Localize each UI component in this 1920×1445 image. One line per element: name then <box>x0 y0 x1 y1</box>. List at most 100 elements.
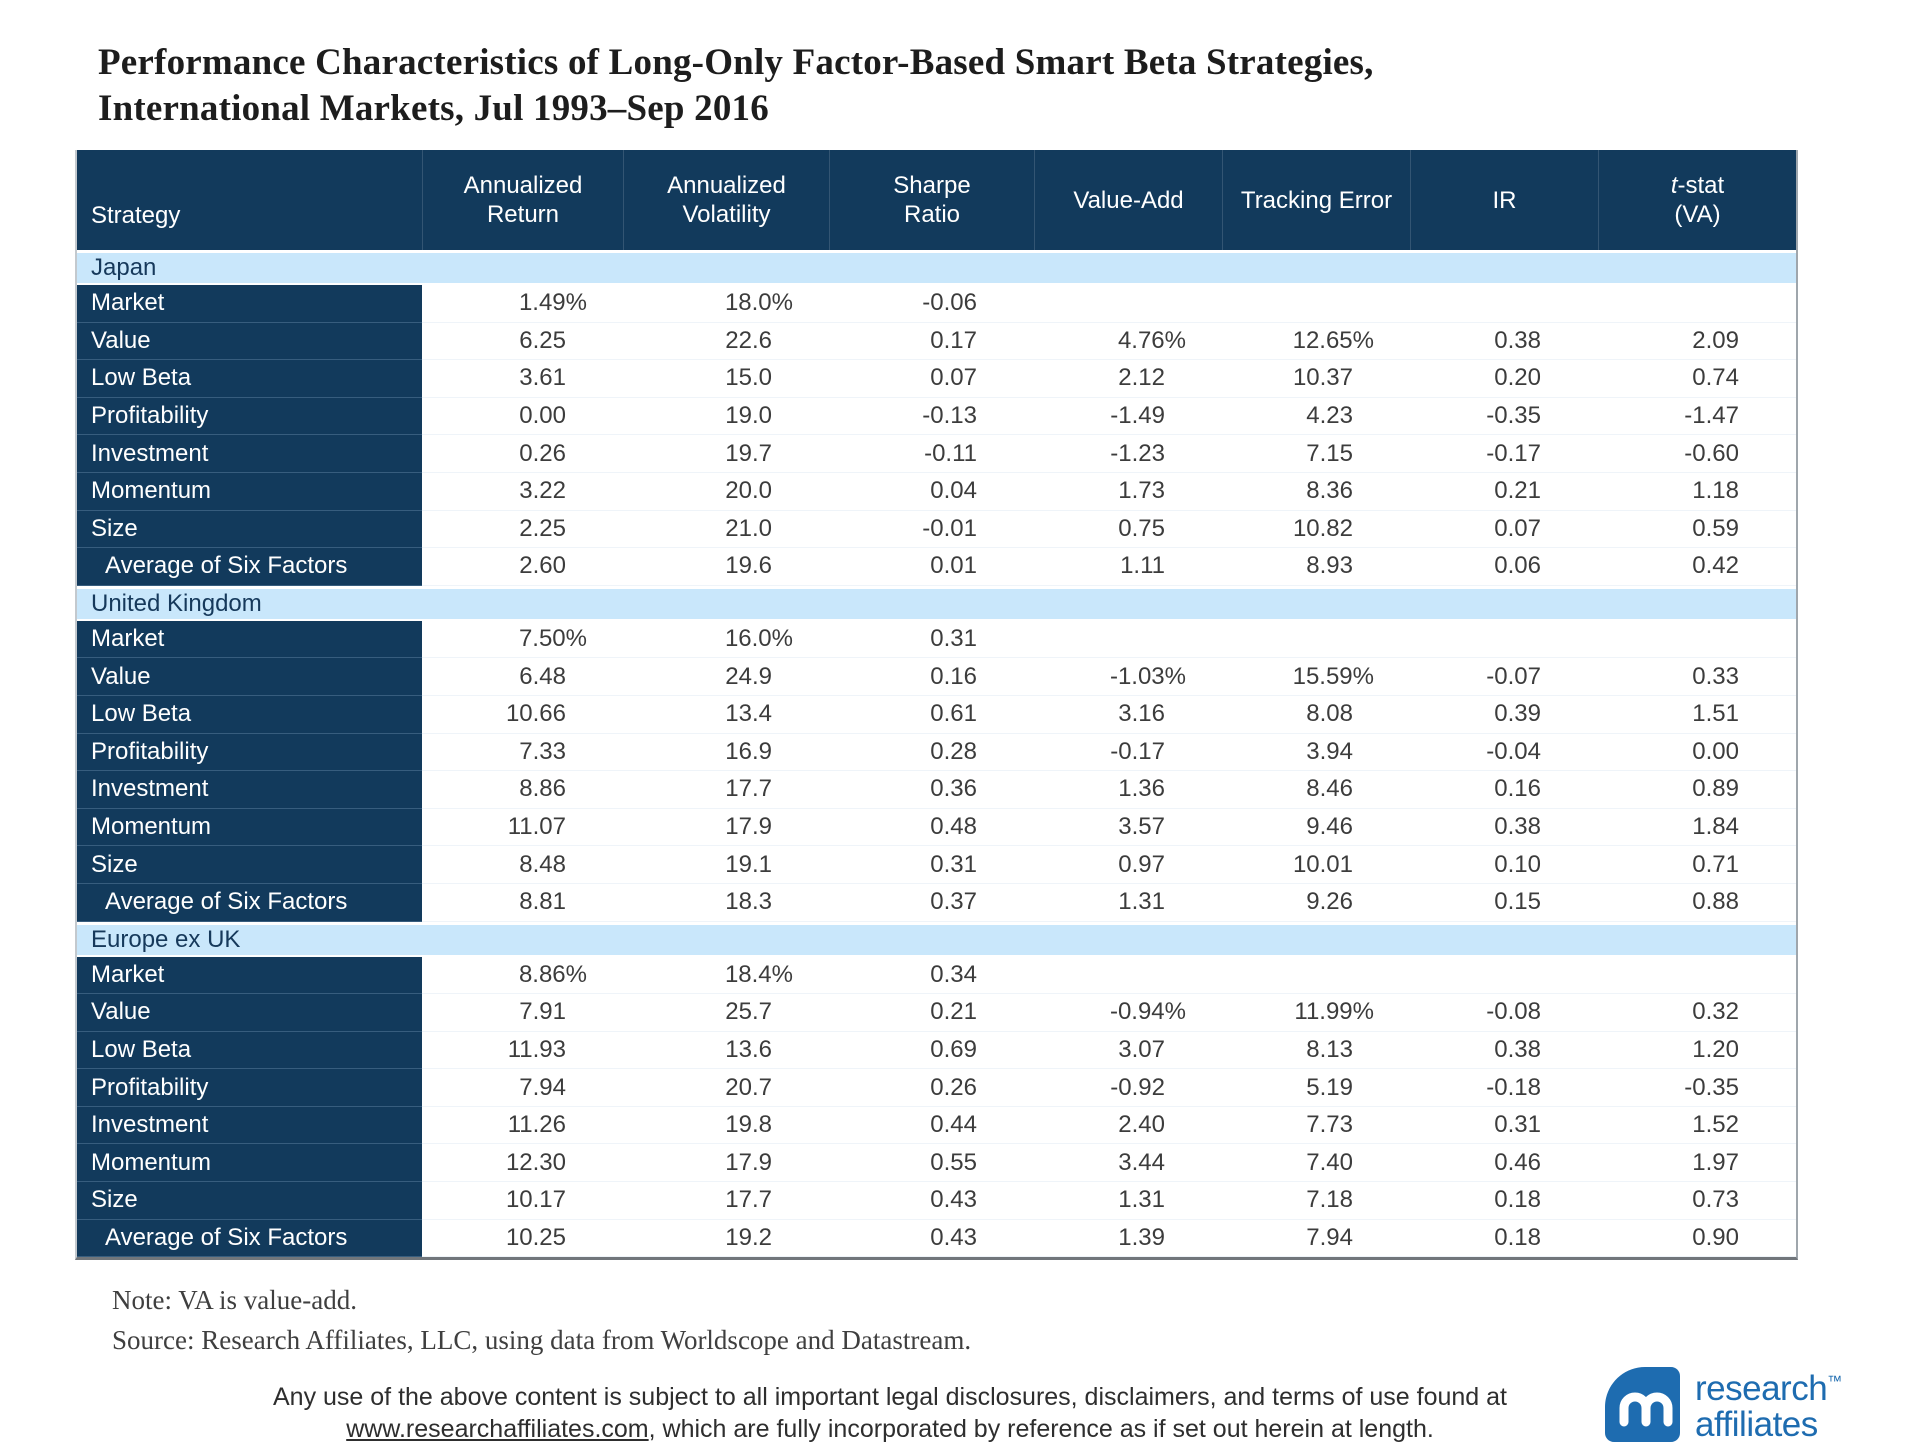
value-cell: -0.11 <box>829 435 1034 473</box>
value-cell: 3.61 <box>422 360 623 398</box>
value-cell: -0.17 <box>1410 435 1598 473</box>
value-cell: 0.00 <box>422 398 623 436</box>
value-cell: 0.04 <box>829 473 1034 511</box>
value-cell: 0.10 <box>1410 846 1598 884</box>
value-cell: -1.23 <box>1034 435 1222 473</box>
section-label: Japan <box>91 254 157 281</box>
value-cell: 0.97 <box>1034 846 1222 884</box>
value-cell: 2.60 <box>422 548 623 586</box>
value-cell: -0.04 <box>1410 734 1598 772</box>
value-cell: 0.90 <box>1598 1220 1796 1258</box>
value-cell <box>1034 285 1222 323</box>
value-cell: 0.00 <box>1598 734 1796 772</box>
value-cell: 7.91 <box>422 994 623 1032</box>
strategy-cell: Investment <box>77 1106 422 1145</box>
table-row-japan-low-beta: Low Beta 3.61 15.0 0.07 2.12 10.37 0.20 0.74 <box>77 360 1796 398</box>
strategy-cell: Size <box>77 846 422 884</box>
value-cell: 17.7 <box>623 1182 829 1220</box>
value-cell: 10.82 <box>1222 511 1410 549</box>
value-cell: 4.76% <box>1034 323 1222 361</box>
value-cell: 0.26 <box>829 1069 1034 1107</box>
value-cell: -0.94% <box>1034 994 1222 1032</box>
value-cell: 1.18 <box>1598 473 1796 511</box>
strategy-cell: Investment <box>77 771 422 809</box>
value-cell: 13.4 <box>623 696 829 734</box>
value-cell: 0.07 <box>829 360 1034 398</box>
value-cell: 0.16 <box>1410 771 1598 809</box>
value-cell: 20.0 <box>623 473 829 511</box>
table-row-japan-value: Value 6.25 22.6 0.17 4.76% 12.65% 0.38 2.09 <box>77 322 1796 361</box>
value-cell: 0.74 <box>1598 360 1796 398</box>
value-cell: -0.13 <box>829 398 1034 436</box>
table-row-japan-profitability: Profitability 0.00 19.0 -0.13 -1.49 4.23 -0.35… <box>77 397 1796 436</box>
value-cell: 15.0 <box>623 360 829 398</box>
table-row-europe-ex-uk-average-of-six-factors: Average of Six Factors 10.25 19.2 0.43 1.39 7… <box>77 1219 1796 1258</box>
value-cell: 0.32 <box>1598 994 1796 1032</box>
value-cell: 2.40 <box>1034 1107 1222 1145</box>
value-cell: 0.38 <box>1410 323 1598 361</box>
research-affiliates-logo: research™ affiliates <box>1605 1364 1842 1443</box>
value-cell: 7.73 <box>1222 1107 1410 1145</box>
value-cell <box>1222 957 1410 995</box>
value-cell: 8.13 <box>1222 1032 1410 1070</box>
strategy-cell: Momentum <box>77 472 422 511</box>
value-cell: 0.59 <box>1598 511 1796 549</box>
table-row-united-kingdom-market: Market 7.50% 16.0% 0.31 <box>77 620 1796 659</box>
value-cell: 17.9 <box>623 1144 829 1183</box>
value-cell: 19.2 <box>623 1220 829 1258</box>
value-cell: 0.20 <box>1410 360 1598 398</box>
table-row-japan-market: Market 1.49% 18.0% -0.06 <box>77 285 1796 323</box>
table-row-united-kingdom-investment: Investment 8.86 17.7 0.36 1.36 8.46 0.16 0.89 <box>77 771 1796 809</box>
value-cell: 0.31 <box>829 621 1034 659</box>
value-cell: -1.47 <box>1598 398 1796 436</box>
value-cell: 2.09 <box>1598 323 1796 361</box>
strategy-cell: Low Beta <box>77 1031 422 1070</box>
ra-monogram-icon <box>1605 1366 1680 1442</box>
strategy-cell: Profitability <box>77 1069 422 1107</box>
value-cell <box>1222 285 1410 323</box>
value-cell: 0.26 <box>422 435 623 473</box>
value-cell: 17.9 <box>623 809 829 847</box>
value-cell: 0.17 <box>829 323 1034 361</box>
value-cell: 7.33 <box>422 734 623 772</box>
value-cell: -0.92 <box>1034 1069 1222 1107</box>
value-cell: 20.7 <box>623 1069 829 1107</box>
value-cell: 7.15 <box>1222 435 1410 473</box>
table-row-europe-ex-uk-low-beta: Low Beta 11.93 13.6 0.69 3.07 8.13 0.38 1.20 <box>77 1031 1796 1070</box>
value-cell: 7.18 <box>1222 1182 1410 1220</box>
logo-word2: affiliates <box>1695 1405 1818 1444</box>
trademark-symbol: ™ <box>1827 1373 1842 1390</box>
value-cell: 19.7 <box>623 435 829 473</box>
value-cell <box>1598 621 1796 659</box>
table-row-japan-momentum: Momentum 3.22 20.0 0.04 1.73 8.36 0.21 1.18 <box>77 472 1796 511</box>
column-header-ir: IR <box>1410 150 1598 250</box>
value-cell: 7.94 <box>422 1069 623 1107</box>
performance-table: Strategy Annualized Return Annualized Volati… <box>75 150 1798 1261</box>
value-cell: -0.06 <box>829 285 1034 323</box>
table-row-japan-investment: Investment 0.26 19.7 -0.11 -1.23 7.15 -0.17 -0.… <box>77 435 1796 473</box>
strategy-cell: Low Beta <box>77 695 422 734</box>
value-cell: -0.01 <box>829 511 1034 549</box>
value-cell: 0.18 <box>1410 1220 1598 1258</box>
table-row-europe-ex-uk-momentum: Momentum 12.30 17.9 0.55 3.44 7.40 0.46 1.97 <box>77 1144 1796 1183</box>
table-row-europe-ex-uk-profitability: Profitability 7.94 20.7 0.26 -0.92 5.19 -0.18-… <box>77 1069 1796 1107</box>
value-cell: -0.17 <box>1034 734 1222 772</box>
value-cell: 0.36 <box>829 771 1034 809</box>
value-cell: 12.65% <box>1222 323 1410 361</box>
value-cell: 10.17 <box>422 1182 623 1220</box>
research-affiliates-link[interactable]: www.researchaffiliates.com <box>346 1415 649 1443</box>
value-cell: 12.30 <box>422 1144 623 1183</box>
value-cell: 0.18 <box>1410 1182 1598 1220</box>
value-cell: 8.46 <box>1222 771 1410 809</box>
strategy-cell: Average of Six Factors <box>77 548 422 586</box>
page-title-line2: International Markets, Jul 1993–Sep 2016 <box>98 88 769 129</box>
value-cell: 2.25 <box>422 511 623 549</box>
value-cell: 19.8 <box>623 1107 829 1145</box>
value-cell: 0.89 <box>1598 771 1796 809</box>
column-header-tracking-error: Tracking Error <box>1222 150 1410 250</box>
value-cell: 11.93 <box>422 1032 623 1070</box>
value-cell: -1.49 <box>1034 398 1222 436</box>
section-header-europe-ex-uk: Europe ex UK <box>77 921 1796 957</box>
note-text: Note: VA is value-add. <box>112 1285 357 1315</box>
page-title: Performance Characteristics of Long-Only… <box>98 40 1374 132</box>
